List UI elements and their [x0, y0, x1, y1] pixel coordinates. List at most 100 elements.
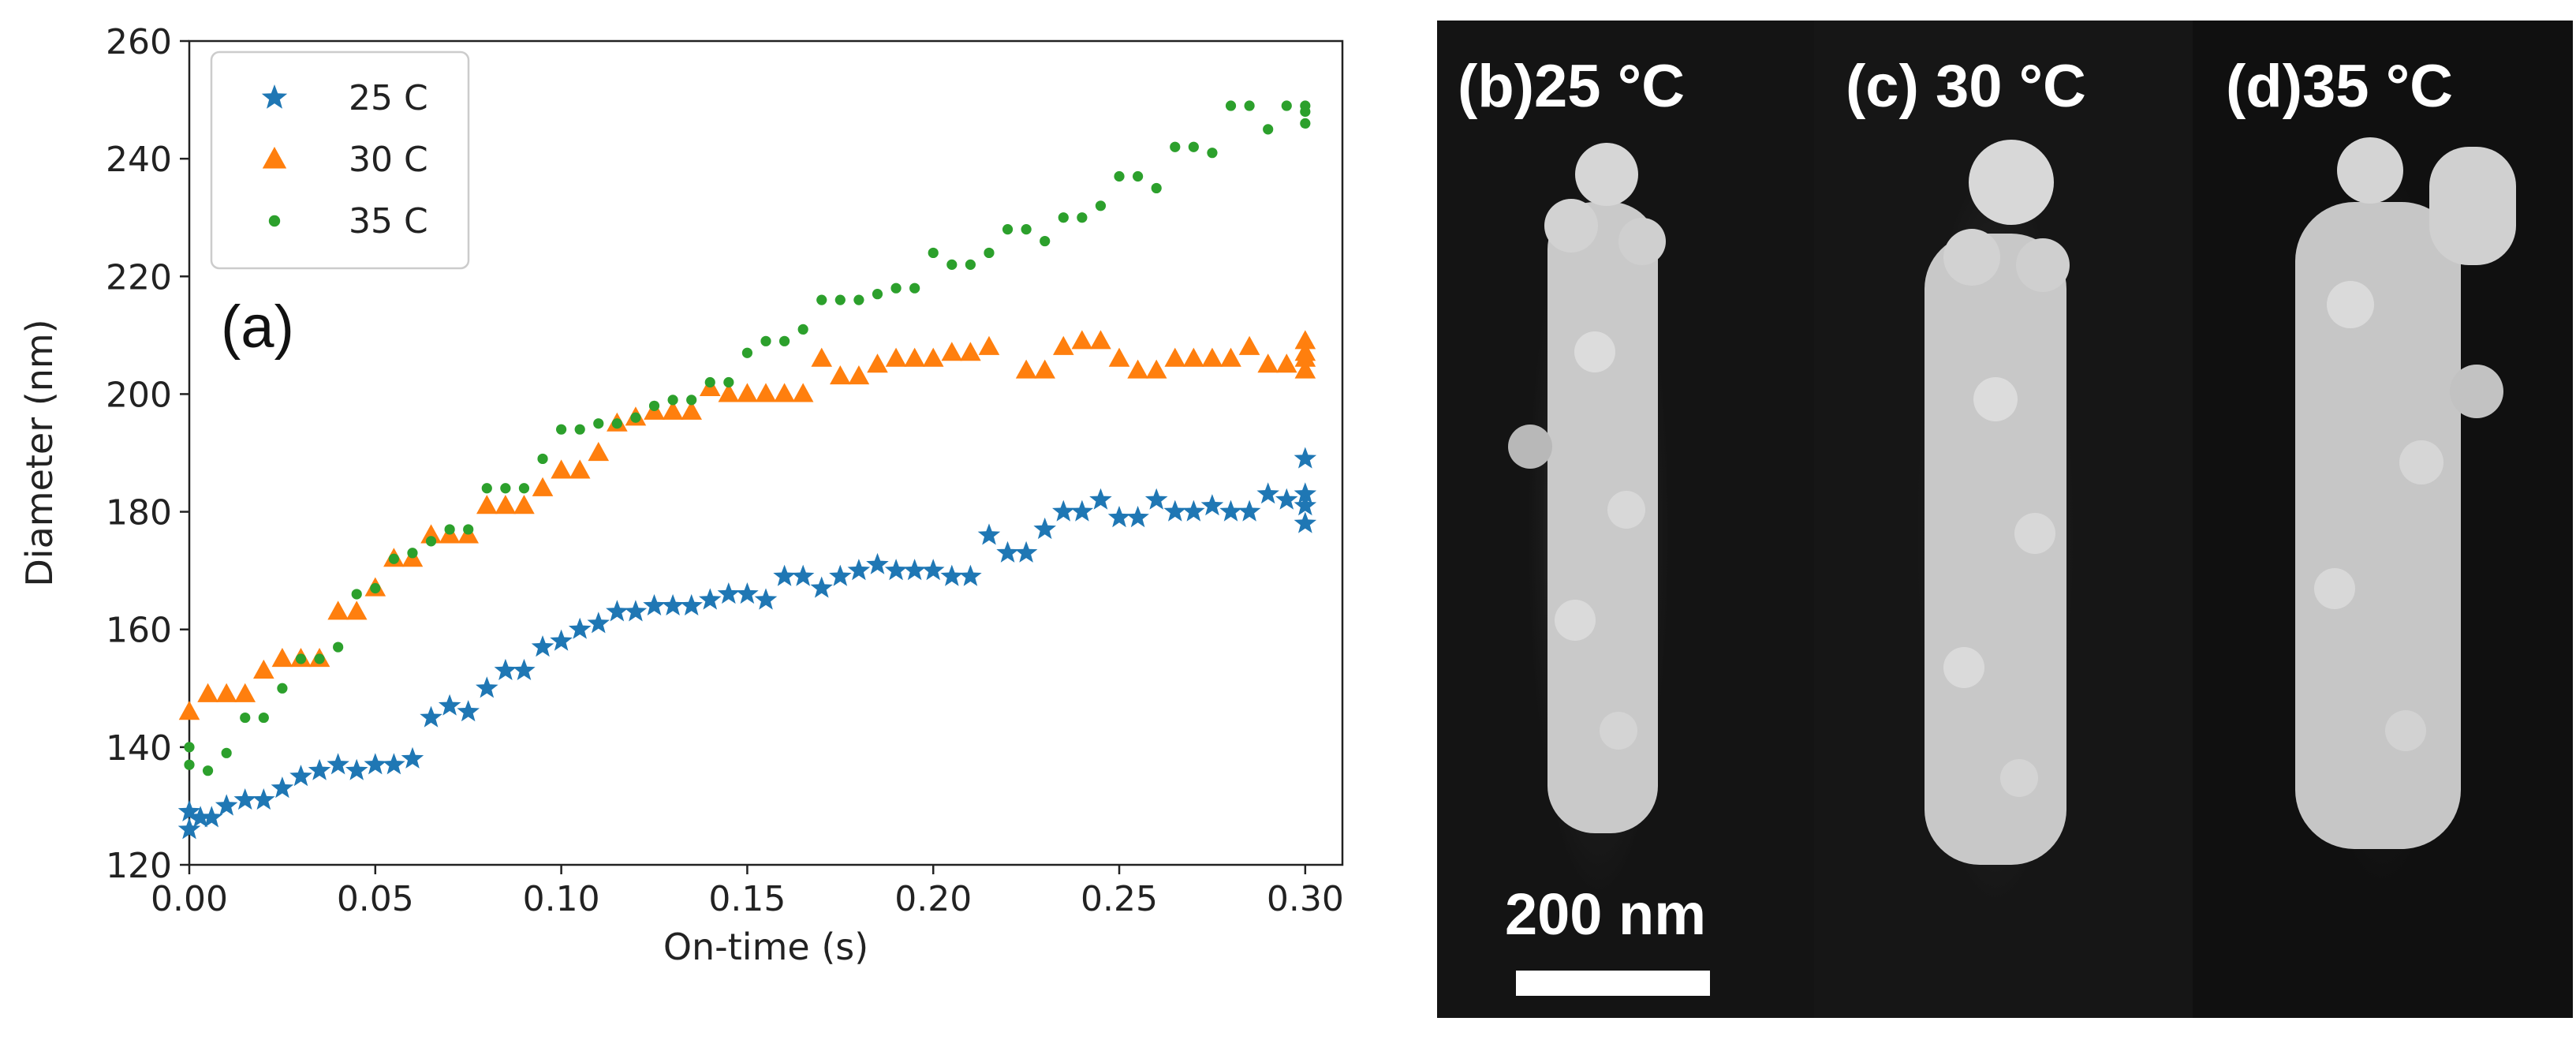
data-point-25c — [1014, 541, 1038, 563]
data-point-35c — [797, 324, 808, 335]
data-point-30c — [1220, 347, 1241, 367]
data-point-35c — [1095, 200, 1107, 211]
data-point-35c — [425, 536, 437, 547]
x-tick-label: 0.30 — [1267, 879, 1344, 919]
data-point-35c — [890, 282, 902, 294]
data-point-30c — [662, 400, 684, 420]
data-point-25c — [1294, 511, 1317, 533]
data-point-35c — [314, 653, 325, 664]
data-point-35c — [611, 418, 622, 429]
data-point-35c — [184, 759, 195, 770]
data-point-30c — [1275, 354, 1297, 373]
y-tick-label: 180 — [106, 493, 172, 533]
data-point-35c — [1002, 224, 1014, 235]
data-point-30c — [1090, 330, 1111, 350]
legend-marker — [262, 147, 287, 169]
data-point-25c — [643, 593, 666, 615]
data-point-35c — [407, 548, 418, 559]
data-point-25c — [177, 817, 201, 840]
legend-marker — [268, 215, 281, 227]
data-point-35c — [872, 289, 883, 300]
data-point-35c — [1021, 224, 1032, 235]
data-point-30c — [792, 383, 814, 402]
data-point-25c — [977, 523, 1001, 545]
data-point-30c — [253, 659, 274, 679]
data-point-25c — [1144, 488, 1168, 510]
data-point-35c — [1114, 170, 1125, 182]
data-point-30c — [1201, 347, 1223, 367]
data-point-30c — [737, 383, 758, 402]
data-point-25c — [1107, 506, 1131, 528]
data-point-25c — [189, 806, 212, 828]
data-point-30c — [922, 347, 944, 367]
data-point-35c — [388, 553, 399, 564]
data-point-35c — [1133, 170, 1144, 182]
data-point-30c — [551, 459, 572, 479]
data-point-25c — [847, 559, 871, 581]
nanorod-image — [1508, 143, 1666, 833]
data-point-30c — [1034, 359, 1056, 379]
data-point-25c — [233, 788, 256, 810]
data-point-35c — [1170, 141, 1181, 152]
data-point-30c — [532, 477, 554, 496]
data-point-35c — [500, 483, 511, 494]
x-tick-label: 0.10 — [523, 879, 600, 919]
x-tick-label: 0.00 — [151, 879, 228, 919]
data-point-35c — [593, 418, 604, 429]
data-point-25c — [550, 629, 573, 651]
data-point-30c — [1015, 359, 1037, 379]
data-point-35c — [853, 294, 864, 305]
data-point-25c — [922, 559, 945, 581]
y-tick-label: 120 — [106, 846, 172, 886]
data-point-30c — [960, 342, 981, 361]
data-point-35c — [928, 247, 939, 259]
data-point-35c — [574, 424, 585, 435]
data-point-30c — [345, 600, 368, 620]
data-point-35c — [965, 259, 976, 270]
data-point-35c — [518, 483, 530, 494]
y-tick-label: 160 — [106, 611, 172, 651]
sem-panel-35c: (d)35 °C — [2193, 21, 2573, 1018]
panel-label-a: (a) — [221, 294, 294, 361]
data-point-35c — [370, 582, 381, 594]
data-point-35c — [1058, 212, 1069, 223]
data-point-25c — [1126, 506, 1149, 528]
data-point-35c — [1225, 100, 1237, 111]
data-point-35c — [667, 395, 678, 406]
data-point-25c — [791, 564, 815, 586]
y-tick-label: 220 — [106, 257, 172, 297]
data-point-25c — [959, 564, 982, 586]
data-point-30c — [885, 347, 907, 367]
data-point-25c — [866, 552, 889, 574]
data-point-35c — [184, 742, 195, 753]
data-point-30c — [1294, 359, 1316, 379]
data-point-25c — [829, 564, 852, 586]
data-point-25c — [289, 765, 312, 787]
data-point-35c — [1300, 118, 1311, 129]
data-point-30c — [1108, 347, 1130, 367]
data-point-25c — [773, 564, 796, 586]
data-point-30c — [681, 400, 702, 420]
x-axis-title: On-time (s) — [663, 926, 868, 968]
data-point-25c — [327, 753, 349, 775]
data-point-30c — [178, 701, 200, 720]
y-tick-label: 240 — [106, 140, 172, 180]
data-point-30c — [271, 648, 293, 668]
y-tick-label: 200 — [106, 375, 172, 415]
data-point-25c — [1238, 499, 1261, 522]
data-point-35c — [1077, 212, 1088, 223]
data-point-25c — [513, 658, 536, 680]
data-point-25c — [383, 753, 405, 775]
data-point-35c — [221, 747, 232, 758]
data-point-35c — [1207, 148, 1218, 159]
data-point-25c — [200, 806, 223, 828]
scale-bar-label: 200 nm — [1505, 881, 1707, 947]
data-point-35c — [295, 653, 307, 664]
data-point-25c — [606, 600, 629, 622]
x-tick-label: 0.25 — [1081, 879, 1158, 919]
data-point-30c — [569, 459, 591, 479]
data-point-35c — [1281, 100, 1292, 111]
data-point-35c — [1300, 100, 1311, 111]
y-tick-label: 140 — [106, 728, 172, 769]
data-point-35c — [333, 642, 344, 653]
